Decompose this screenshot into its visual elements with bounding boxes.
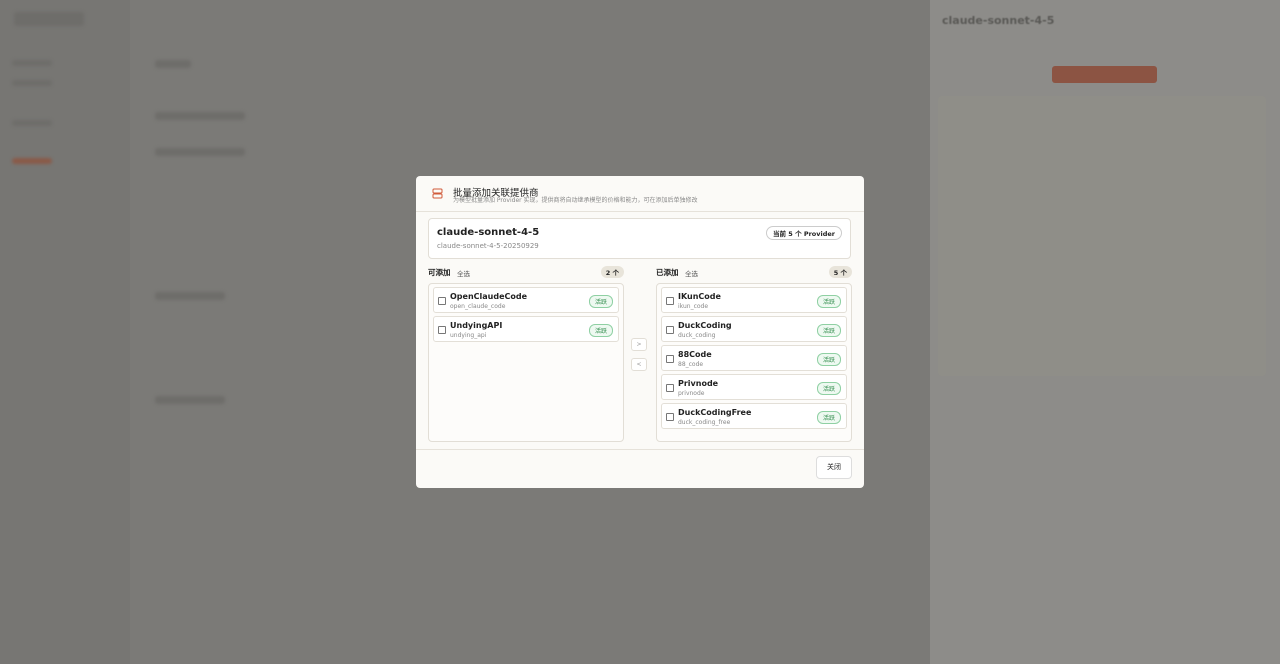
placeholder [155,60,191,68]
list-box: OpenClaudeCode open_claude_code 活跃 UndyingA… [428,283,624,442]
count-badge: 2 个 [600,266,624,278]
checkbox[interactable] [666,355,674,363]
status-badge: 活跃 [816,324,841,337]
placeholder [14,12,84,26]
placeholder [155,396,225,404]
checkbox[interactable] [438,326,446,334]
dialog-subtitle: 为模型批量添加 Provider 实现，提供商将自动继承模型的价格和能力，可在添… [453,197,698,204]
provider-name: OpenClaudeCode [450,292,528,301]
panel-card [938,96,1266,376]
provider-name: UndyingAPI [450,321,503,330]
model-id: claude-sonnet-4-5-20250929 [437,242,539,250]
provider-item[interactable]: Privnode privnode 活跃 [661,374,847,400]
column-label: 已添加 [656,268,679,277]
placeholder [155,292,225,300]
provider-name: 88Code [678,350,712,359]
select-all[interactable]: 全选 [457,270,470,278]
placeholder [12,80,52,86]
provider-id: 88_code [678,361,704,368]
column-label: 可添加 [428,268,451,277]
divider [416,449,864,450]
status-badge: 活跃 [816,353,841,366]
move-left-button[interactable]: < [631,358,647,371]
placeholder [155,148,245,156]
side-panel: claude-sonnet-4-5 [930,0,1280,664]
list-box: IKunCode ikun_code 活跃 DuckCoding duck_coding… [656,283,852,442]
provider-id: undying_api [450,332,487,339]
checkbox[interactable] [438,297,446,305]
move-right-button[interactable]: > [631,338,647,351]
count-badge: 5 个 [828,266,852,278]
status-badge: 活跃 [588,324,613,337]
provider-item[interactable]: DuckCodingFree duck_coding_free 活跃 [661,403,847,429]
provider-item[interactable]: DuckCoding duck_coding 活跃 [661,316,847,342]
checkbox[interactable] [666,297,674,305]
provider-item[interactable]: IKunCode ikun_code 活跃 [661,287,847,313]
select-all[interactable]: 全选 [685,270,698,278]
checkbox[interactable] [666,326,674,334]
dialog-title: 批量添加关联提供商 [453,188,539,199]
panel-title: claude-sonnet-4-5 [942,14,1055,27]
provider-id: privnode [678,390,705,397]
provider-id: ikun_code [678,303,709,310]
provider-id: open_claude_code [450,303,506,310]
provider-item[interactable]: OpenClaudeCode open_claude_code 活跃 [433,287,619,313]
provider-item[interactable]: 88Code 88_code 活跃 [661,345,847,371]
status-badge: 活跃 [816,382,841,395]
placeholder [155,112,245,120]
provider-name: Privnode [678,379,719,388]
checkbox[interactable] [666,413,674,421]
placeholder [12,158,52,164]
status-badge: 活跃 [816,295,841,308]
status-badge: 活跃 [588,295,613,308]
provider-name: DuckCodingFree [678,408,752,417]
model-card: claude-sonnet-4-5 claude-sonnet-4-5-2025… [428,218,851,259]
model-name: claude-sonnet-4-5 [437,227,540,238]
divider [416,211,864,212]
badge: 当前 5 个 Provider [766,226,842,240]
status-badge: 活跃 [816,411,841,424]
placeholder [12,120,52,126]
checkbox[interactable] [666,384,674,392]
provider-name: DuckCoding [678,321,732,330]
placeholder [12,60,52,66]
dialog: 批量添加关联提供商 为模型批量添加 Provider 实现，提供商将自动继承模型… [416,176,864,488]
close-button[interactable]: 关闭 [816,456,852,479]
sidebar [0,0,130,664]
provider-item[interactable]: UndyingAPI undying_api 活跃 [433,316,619,342]
provider-id: duck_coding [678,332,716,339]
panel-tab [1052,66,1157,83]
icon [432,188,443,199]
provider-id: duck_coding_free [678,419,731,426]
provider-name: IKunCode [678,292,721,301]
